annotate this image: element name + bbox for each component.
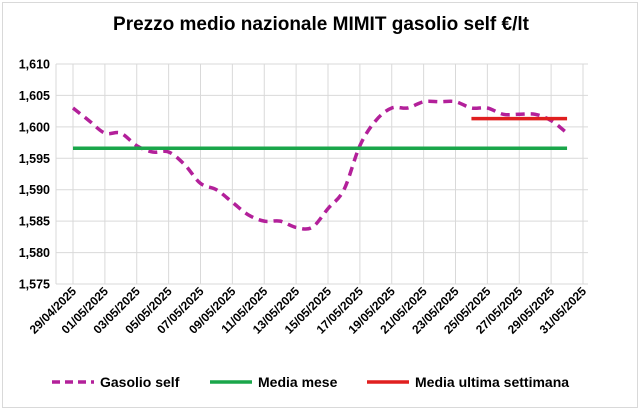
legend: Gasolio self Media mese Media ultima setti… xyxy=(52,374,569,390)
gridlines xyxy=(55,63,588,285)
y-tick-label: 1,585 xyxy=(19,215,50,229)
y-axis: 1,575 1,580 1,585 1,590 1,595 1,600 1,605 1,610 xyxy=(19,58,50,292)
legend-label: Media ultima settimana xyxy=(415,374,569,390)
y-tick-label: 1,590 xyxy=(19,183,50,197)
series-line-gasolio-self xyxy=(71,99,569,231)
y-tick-label: 1,600 xyxy=(19,120,50,134)
chart-frame xyxy=(2,2,638,408)
y-tick-label: 1,605 xyxy=(19,89,50,103)
legend-label: Media mese xyxy=(258,374,338,390)
series-lines xyxy=(71,99,569,231)
y-tick-label: 1,610 xyxy=(19,58,50,72)
chart-title: Prezzo medio nazionale MIMIT gasolio sel… xyxy=(113,14,529,35)
x-axis: 29/04/202501/05/202503/05/202505/05/2025… xyxy=(27,284,590,337)
legend-label: Gasolio self xyxy=(100,374,180,390)
y-tick-label: 1,595 xyxy=(19,152,50,166)
y-tick-label: 1,580 xyxy=(19,246,50,260)
y-tick-label: 1,575 xyxy=(19,278,50,292)
